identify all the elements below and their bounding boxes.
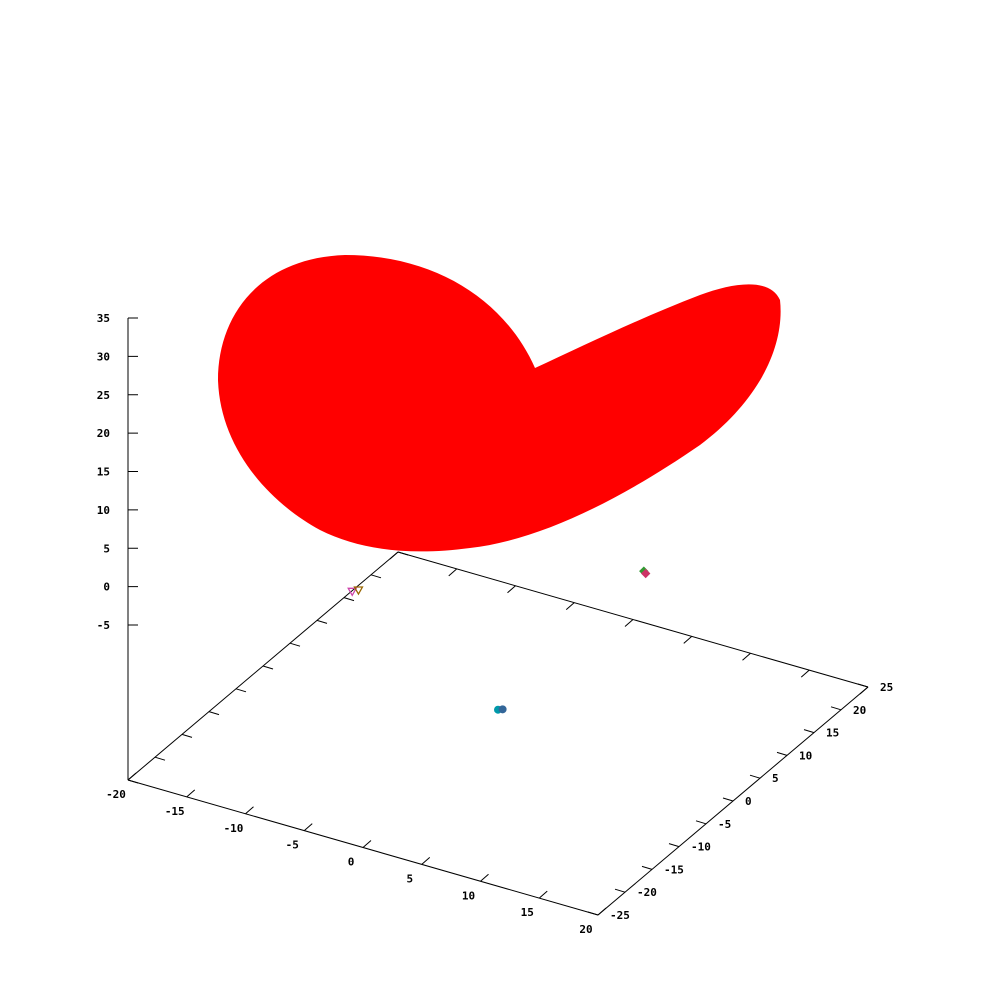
y-tick-back	[371, 575, 381, 578]
y-tick	[588, 912, 598, 915]
x-tick-back	[390, 552, 398, 559]
z-tick-label: 15	[97, 466, 110, 479]
z-tick-label: 25	[97, 389, 110, 402]
y-tick-back	[182, 734, 192, 737]
trajectory-point	[348, 588, 356, 595]
y-tick-back	[209, 712, 219, 715]
y-tick	[750, 775, 760, 778]
x-tick-label: 5	[406, 872, 413, 885]
z-tick-label: 20	[97, 427, 110, 440]
x-tick-label: 15	[521, 906, 534, 919]
x-tick	[422, 857, 430, 864]
y-tick	[831, 707, 841, 710]
y-tick	[777, 752, 787, 755]
y-tick-label: 0	[745, 795, 752, 808]
y-tick-label: -15	[664, 863, 684, 876]
x-tick-label: -5	[286, 839, 299, 852]
x-tick-back	[684, 636, 692, 643]
z-tick-label: 30	[97, 350, 110, 363]
y-tick-label: -10	[691, 841, 711, 854]
y-tick-back	[236, 689, 246, 692]
y-tick-label: 20	[853, 704, 866, 717]
y-tick-label: -25	[610, 909, 630, 922]
y-tick	[669, 844, 679, 847]
x-tick-back	[801, 670, 809, 677]
y-tick-label: 5	[772, 772, 779, 785]
z-tick-label: 10	[97, 504, 110, 517]
y-tick-label: 15	[826, 727, 839, 740]
x-tick-back	[508, 586, 516, 593]
x-tick	[187, 790, 195, 797]
x-tick-label: -20	[106, 788, 126, 801]
y-tick-label: -5	[718, 818, 731, 831]
x-tick-label: 0	[348, 856, 355, 869]
y-tick-label: -20	[637, 886, 657, 899]
y-tick-back	[344, 598, 354, 601]
z-tick-label: 35	[97, 312, 110, 325]
x-tick	[539, 891, 547, 898]
x-tick	[246, 807, 254, 814]
x-tick-back	[449, 569, 457, 576]
x-tick-label: -10	[224, 822, 244, 835]
z-tick-label: 5	[103, 542, 110, 555]
y-tick	[696, 821, 706, 824]
x-tick-label: -15	[165, 805, 185, 818]
x-tick	[128, 773, 136, 780]
trajectory-point	[499, 706, 506, 713]
y-tick	[723, 798, 733, 801]
y-tick	[615, 889, 625, 892]
attractor-surface	[218, 255, 781, 551]
x-tick-back	[860, 687, 868, 694]
x-tick-back	[743, 653, 751, 660]
x-tick	[363, 841, 371, 848]
y-tick	[804, 730, 814, 733]
x-tick	[481, 874, 489, 881]
x-tick	[598, 908, 606, 915]
x-tick-back	[566, 603, 574, 610]
y-tick-label: 10	[799, 749, 812, 762]
x-tick-back	[625, 620, 633, 627]
y-tick-back	[263, 666, 273, 669]
z-tick-label: -5	[97, 619, 110, 632]
y-tick-back	[155, 757, 165, 760]
x-tick-label: 10	[462, 889, 475, 902]
y-tick	[858, 684, 868, 687]
z-tick-label: 0	[103, 581, 110, 594]
y-tick-back	[317, 620, 327, 623]
y-tick-back	[398, 552, 408, 555]
attractor-left-lobe	[218, 255, 781, 551]
y-tick-label: 25	[880, 681, 893, 694]
y-tick	[642, 866, 652, 869]
x-tick-label: 20	[579, 923, 592, 936]
x-tick	[304, 824, 312, 831]
trajectory-markers	[348, 567, 649, 713]
y-tick-back	[290, 643, 300, 646]
y-tick-back	[128, 780, 138, 783]
